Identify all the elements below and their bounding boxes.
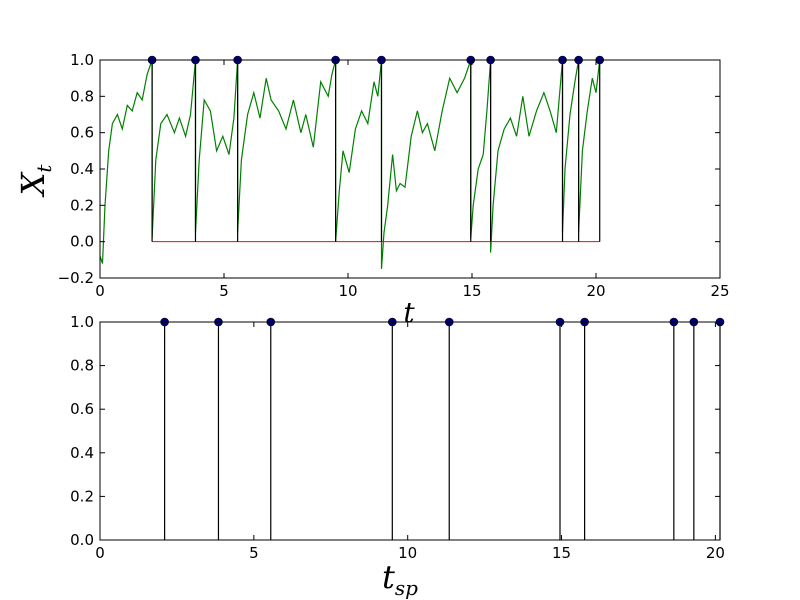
axes-frame (99, 321, 721, 541)
voltage-trace (99, 59, 601, 269)
y-tick-label: 0.8 (70, 87, 94, 105)
x-tick-label: 5 (219, 282, 229, 300)
x-tick-label: 0 (95, 544, 105, 562)
x-tick-label: 15 (462, 282, 481, 300)
y-tick-label: 0.6 (70, 400, 94, 418)
y-axis-label: Xt (14, 164, 56, 199)
bottom-plot: 0 5 10 15 20 0.0 0.2 0.4 0.6 0.8 1.0 tsp (70, 313, 725, 600)
x-axis-label: t (403, 296, 415, 329)
x-tick-label: 25 (710, 282, 729, 300)
y-tick-label: 1.0 (70, 51, 94, 69)
x-tick-label: 20 (586, 282, 605, 300)
y-tick-label: 0.0 (70, 531, 94, 549)
x-tick-label: 0 (95, 282, 105, 300)
y-tick-label: 0.2 (70, 196, 94, 214)
y-tick-label: 0.6 (70, 124, 94, 142)
y-tick-label: 0.4 (70, 160, 94, 178)
x-tick-label: 10 (398, 544, 417, 562)
y-tick-label: −0.2 (58, 269, 94, 287)
y-tick-label: 0.4 (70, 444, 94, 462)
y-tick-label: 0.0 (70, 233, 94, 251)
x-tick-label: 15 (552, 544, 571, 562)
y-tick-label: 0.2 (70, 487, 94, 505)
x-tick-label: 20 (706, 544, 725, 562)
x-tick-label: 5 (249, 544, 259, 562)
x-axis-label: tsp (382, 558, 418, 600)
y-tick-label: 1.0 (70, 313, 94, 331)
top-plot: 0 5 10 15 20 25 −0.2 0.0 0.2 0.4 0.6 0.8 1.0 Xt t (14, 51, 730, 329)
y-tick-label: 0.8 (70, 357, 94, 375)
x-tick-label: 10 (338, 282, 357, 300)
